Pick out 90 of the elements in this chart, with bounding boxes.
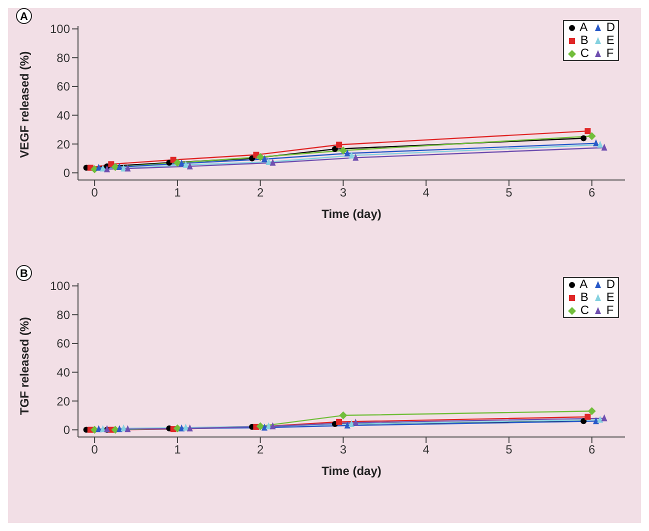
point [111, 163, 120, 172]
point [270, 422, 276, 430]
y-axis-title: VEGF released (%) [17, 51, 32, 158]
point [336, 142, 342, 148]
point [344, 149, 350, 156]
x-axis-title: Time (day) [322, 464, 382, 478]
point [124, 425, 131, 432]
x-tick-label: 3 [340, 442, 347, 457]
point [178, 159, 185, 166]
point [124, 164, 131, 172]
x-tick-label: 0 [91, 442, 98, 457]
x-tick-label: 5 [506, 186, 513, 200]
point [592, 417, 599, 424]
point [104, 165, 110, 172]
point [100, 164, 106, 172]
point [256, 152, 264, 161]
point [261, 155, 268, 162]
point [173, 158, 182, 167]
point [332, 146, 338, 152]
point [186, 162, 193, 170]
x-tick-label: 6 [588, 186, 596, 200]
legend-label: B [579, 33, 589, 47]
x-tick-label: 0 [91, 186, 98, 200]
point [182, 160, 189, 168]
chart-title: A [16, 8, 32, 24]
legend-label: D [605, 20, 615, 34]
legend-label: A [578, 20, 589, 34]
point [601, 414, 608, 422]
point [116, 425, 122, 432]
point [261, 424, 268, 431]
point [344, 421, 350, 428]
point [348, 152, 354, 159]
point [588, 407, 596, 416]
legend-label: C [579, 46, 589, 60]
point [186, 424, 193, 432]
point [339, 146, 348, 154]
point [584, 128, 591, 134]
y-tick-label: 100 [50, 22, 70, 36]
point [173, 424, 182, 432]
x-tick-label: 1 [174, 442, 182, 457]
legend-label: F [605, 303, 615, 317]
y-axis-title: TGF released (%) [17, 316, 32, 415]
point [270, 158, 276, 166]
point [352, 418, 359, 426]
y-tick-label: 40 [56, 108, 70, 122]
x-tick-label: 4 [422, 442, 430, 457]
x-tick-label: 3 [340, 186, 347, 200]
x-axis-title: Time (day) [322, 207, 382, 221]
point [336, 418, 342, 425]
point [182, 424, 189, 431]
point [348, 420, 354, 428]
x-tick-label: 1 [174, 186, 182, 200]
point [601, 144, 608, 151]
legend-label: F [605, 46, 615, 60]
x-tick-label: 6 [588, 442, 596, 457]
point [178, 424, 185, 432]
y-tick-label: 80 [56, 308, 70, 322]
point [584, 414, 591, 420]
point [339, 411, 348, 420]
y-tick-label: 60 [56, 336, 70, 351]
y-tick-label: 20 [56, 137, 70, 152]
point [96, 164, 102, 171]
legend-label: A [578, 277, 589, 291]
y-tick-label: 40 [56, 365, 70, 380]
y-tick-label: 20 [56, 394, 70, 408]
point [256, 422, 264, 430]
x-tick-label: 2 [256, 442, 264, 457]
chart-title: B [16, 265, 32, 281]
y-tick-label: 100 [50, 279, 70, 294]
point [580, 418, 587, 424]
x-tick-label: 5 [506, 442, 513, 457]
point [588, 132, 596, 140]
x-tick-label: 4 [422, 186, 430, 200]
point [116, 163, 122, 170]
y-tick-label: 60 [56, 80, 70, 94]
point [597, 140, 604, 148]
point [120, 424, 127, 432]
y-tick-label: 0 [63, 166, 70, 180]
legend-label: D [605, 277, 615, 291]
legend-label: E [605, 33, 615, 47]
legend-label: B [579, 290, 589, 304]
y-tick-label: 0 [63, 423, 70, 438]
legend-label: E [605, 290, 615, 304]
point [266, 158, 272, 166]
point [580, 135, 587, 142]
legend-label: C [579, 303, 589, 317]
y-tick-label: 80 [56, 50, 70, 65]
x-tick-label: 2 [256, 186, 264, 200]
point [592, 139, 599, 146]
point [352, 154, 359, 161]
